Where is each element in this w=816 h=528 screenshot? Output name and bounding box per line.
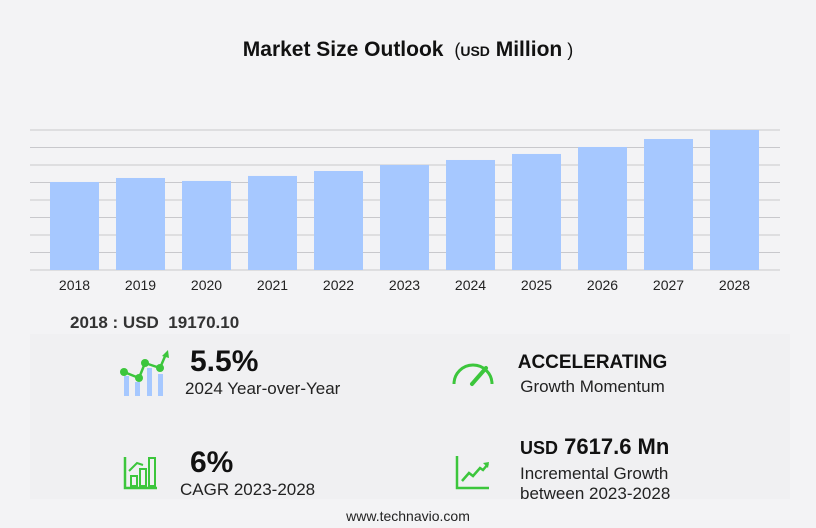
chart-title: Market Size Outlook (USD Million ): [0, 38, 816, 62]
line-growth-icon: [455, 456, 489, 490]
bar-2022: [314, 171, 363, 270]
kpi-panel: [30, 334, 790, 499]
bar-2019: [116, 177, 165, 270]
base-year-value: 2018 : USD 19170.10: [70, 313, 239, 333]
bar-2020: [182, 180, 231, 270]
bar-2021: [248, 175, 297, 270]
x-tick-label: 2023: [389, 277, 420, 293]
x-tick-label: 2026: [587, 277, 618, 293]
title-paren: (: [449, 40, 461, 60]
title-paren-close: ): [562, 40, 574, 60]
bar-2024: [446, 159, 495, 270]
growth-chart-icon: [120, 350, 169, 396]
incremental-label: Incremental Growth: [520, 464, 669, 483]
base-year-number: 19170.10: [168, 313, 240, 332]
x-tick-label: 2024: [455, 277, 486, 293]
title-unit: Million: [495, 38, 563, 61]
bar-2027: [644, 138, 693, 270]
incremental-period: between 2023-2028: [520, 484, 671, 503]
x-tick-label: 2027: [653, 277, 684, 293]
title-text: Market Size Outlook: [242, 38, 444, 61]
x-tick-label: 2019: [125, 277, 156, 293]
momentum-value: ACCELERATING: [517, 352, 668, 373]
bar-2023: [380, 164, 429, 270]
bar-growth-icon: [123, 457, 157, 490]
title-unit-prefix: USD: [460, 43, 490, 59]
bar-2025: [512, 153, 561, 270]
incremental-number: 7617.6 Mn: [564, 434, 670, 459]
bar-2018: [50, 181, 99, 270]
momentum-label: Growth Momentum: [520, 377, 665, 396]
footer-url[interactable]: www.technavio.com: [346, 508, 470, 524]
base-year-label: 2018 : USD: [70, 313, 159, 332]
x-tick-label: 2025: [521, 277, 552, 293]
bar-chart: 2018 2019 2020 2021 2022 2023 2024 2025 2026 2027…: [30, 129, 780, 293]
x-tick-label: 2018: [59, 277, 90, 293]
bar-2026: [578, 146, 627, 270]
x-tick-label: 2022: [323, 277, 354, 293]
x-tick-label: 2028: [719, 277, 750, 293]
incremental-prefix: USD: [520, 438, 559, 458]
speedometer-icon: [452, 363, 494, 386]
yoy-label: 2024 Year-over-Year: [185, 379, 341, 398]
x-tick-label: 2020: [191, 277, 222, 293]
cagr-label: CAGR 2023-2028: [180, 480, 316, 499]
cagr-value: 6%: [190, 446, 234, 479]
yoy-value: 5.5%: [190, 345, 259, 378]
bar-2028: [710, 130, 759, 270]
incremental-value: USD 7617.6 Mn: [520, 434, 670, 460]
x-tick-label: 2021: [257, 277, 288, 293]
